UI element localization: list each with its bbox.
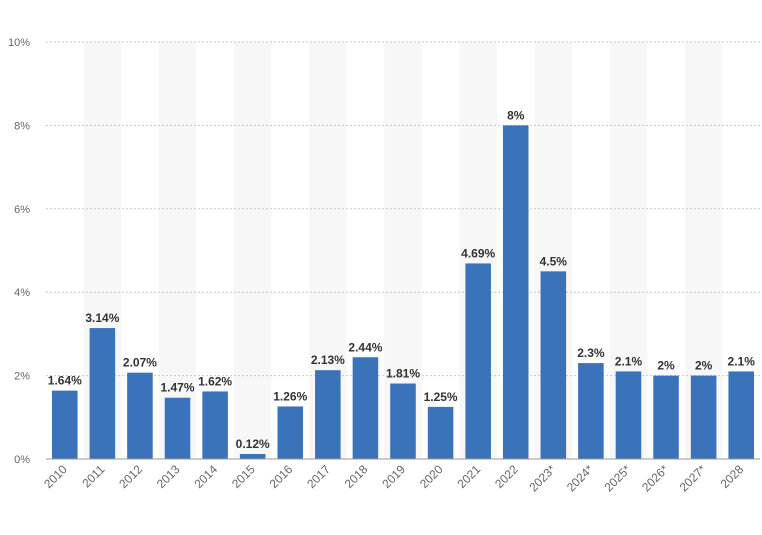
bar (465, 263, 491, 459)
x-tick-label: 2028 (718, 462, 747, 491)
bar (164, 397, 191, 459)
data-label: 2% (695, 359, 713, 373)
data-label: 1.64% (48, 374, 82, 388)
bar (615, 371, 642, 459)
data-label: 4.5% (540, 254, 568, 268)
x-axis-ticks: 2010 2011 2012 2013 2014 2015 2016 2017 2018 2019… (41, 462, 746, 494)
x-tick-label: 2014 (191, 462, 220, 491)
x-tick-label: 2020 (417, 462, 446, 491)
bar (352, 357, 379, 459)
bars (52, 125, 754, 460)
data-label: 2.13% (311, 353, 345, 367)
y-tick-label: 10% (8, 37, 30, 49)
bar (427, 406, 454, 459)
bar (653, 375, 679, 459)
x-tick-label: 2015 (229, 462, 258, 491)
data-label: 2.1% (615, 354, 643, 368)
bar (315, 370, 341, 459)
x-tick-label: 2017 (304, 462, 333, 491)
y-tick-label: 2% (14, 371, 30, 383)
bar (502, 125, 529, 460)
bar (239, 453, 266, 459)
x-tick-label: 2011 (79, 462, 107, 490)
bar (728, 371, 754, 459)
x-tick-label: 2026* (639, 462, 671, 494)
data-label: 1.47% (161, 381, 195, 395)
bar (578, 363, 604, 459)
bar (202, 391, 228, 459)
data-label: 0.12% (236, 437, 270, 451)
data-label: 4.69% (461, 246, 495, 260)
x-tick-label: 2012 (116, 462, 145, 491)
bar (127, 372, 153, 459)
y-tick-label: 4% (14, 287, 30, 299)
data-label: 8% (507, 108, 525, 122)
bar (540, 271, 567, 459)
data-label: 1.25% (424, 390, 458, 404)
bar (390, 383, 416, 459)
y-axis-ticks: 0% 2% 4% 6% 8% 10% (8, 37, 30, 466)
x-tick-label: 2023* (526, 462, 558, 494)
data-label: 2% (657, 359, 675, 373)
data-label: 1.26% (273, 389, 307, 403)
data-label: 2.1% (728, 354, 756, 368)
x-tick-label: 2019 (379, 462, 408, 491)
bar (277, 406, 304, 459)
gridlines (46, 41, 760, 377)
x-tick-label: 2021 (454, 462, 483, 491)
data-label: 2.07% (123, 356, 157, 370)
x-tick-label: 2016 (267, 462, 296, 491)
y-tick-label: 8% (14, 120, 30, 132)
x-tick-label: 2024* (564, 462, 596, 494)
bar (89, 328, 116, 459)
column-shade (158, 42, 197, 459)
x-tick-label: 2013 (154, 462, 183, 491)
y-tick-label: 0% (14, 454, 30, 466)
x-tick-label: 2022 (492, 462, 521, 491)
bar (52, 390, 78, 459)
data-label: 1.62% (198, 374, 232, 388)
data-label: 3.14% (85, 311, 119, 325)
column-shade (233, 42, 272, 459)
data-labels: 1.64% 3.14% 2.07% 1.47% 1.62% 0.12% 1.26% 2.13%… (48, 108, 755, 451)
data-label: 2.3% (577, 346, 605, 360)
x-tick-label: 2018 (342, 462, 371, 491)
data-label: 1.81% (386, 367, 420, 381)
bar (690, 375, 717, 459)
x-tick-label: 2010 (41, 462, 70, 491)
data-label: 2.44% (348, 340, 382, 354)
x-tick-label: 2027* (677, 462, 709, 494)
x-tick-label: 2025* (602, 462, 634, 494)
y-tick-label: 6% (14, 204, 30, 216)
